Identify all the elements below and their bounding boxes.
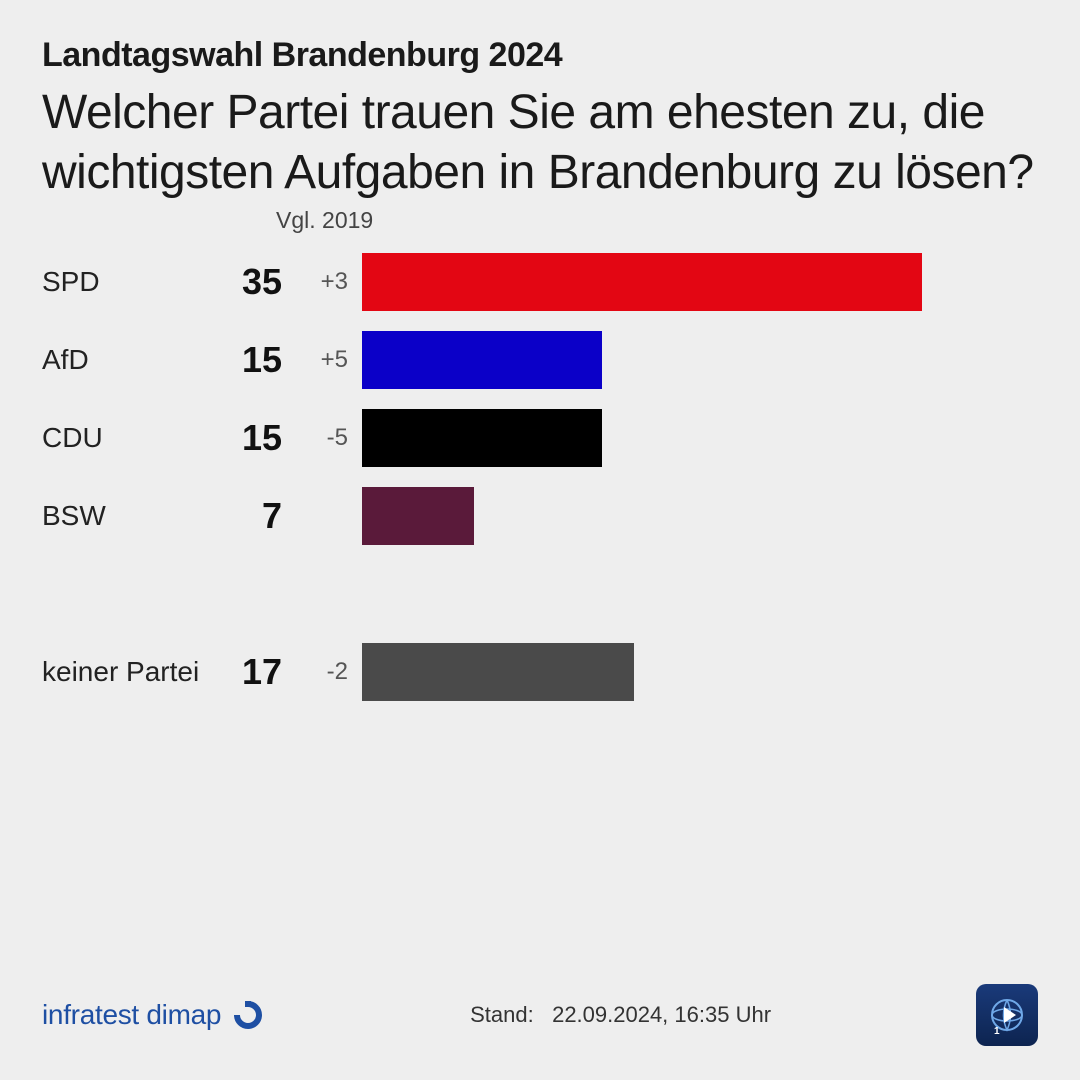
bar [362, 409, 602, 467]
bar-track [362, 487, 1038, 545]
party-label: BSW [42, 500, 212, 532]
chart-container: Landtagswahl Brandenburg 2024 Welcher Pa… [0, 0, 1080, 711]
bar-track [362, 409, 1038, 467]
chart-gap [42, 555, 1038, 633]
chart-row: SPD35+3 [42, 243, 1038, 321]
party-value: 15 [212, 417, 282, 459]
party-label: AfD [42, 344, 212, 376]
party-label: keiner Partei [42, 656, 212, 688]
bar [362, 487, 474, 545]
party-delta: +3 [282, 268, 362, 296]
source-text: infratest dimap [42, 999, 221, 1031]
party-delta: -2 [282, 658, 362, 686]
bar [362, 253, 922, 311]
ard-badge-icon: 1 [976, 984, 1038, 1046]
party-delta: +5 [282, 346, 362, 374]
chart-row: CDU15-5 [42, 399, 1038, 477]
bar [362, 643, 634, 701]
overline: Landtagswahl Brandenburg 2024 [42, 36, 1038, 75]
chart-row: BSW7 [42, 477, 1038, 555]
party-label: SPD [42, 266, 212, 298]
party-value: 15 [212, 339, 282, 381]
compare-header: Vgl. 2019 [276, 207, 373, 234]
bar-track [362, 331, 1038, 389]
chart-row: keiner Partei17-2 [42, 633, 1038, 711]
bar-track [362, 643, 1038, 701]
party-value: 35 [212, 261, 282, 303]
party-label: CDU [42, 422, 212, 454]
chart-row: AfD15+5 [42, 321, 1038, 399]
bar [362, 331, 602, 389]
chart-rows: SPD35+3AfD15+5CDU15-5BSW7keiner Partei17… [42, 243, 1038, 711]
stand-value: 22.09.2024, 16:35 Uhr [552, 1002, 771, 1027]
svg-text:1: 1 [994, 1026, 1000, 1037]
timestamp: Stand: 22.09.2024, 16:35 Uhr [265, 1002, 976, 1028]
party-value: 17 [212, 651, 282, 693]
chart-title: Welcher Partei trauen Sie am ehesten zu,… [42, 83, 1038, 203]
footer: infratest dimap Stand: 22.09.2024, 16:35… [42, 984, 1038, 1046]
bar-chart: Vgl. 2019 SPD35+3AfD15+5CDU15-5BSW7keine… [42, 243, 1038, 711]
stand-label: Stand: [470, 1002, 534, 1027]
infratest-icon [231, 998, 265, 1032]
party-delta: -5 [282, 424, 362, 452]
party-value: 7 [212, 495, 282, 537]
source-logo: infratest dimap [42, 998, 265, 1032]
bar-track [362, 253, 1038, 311]
